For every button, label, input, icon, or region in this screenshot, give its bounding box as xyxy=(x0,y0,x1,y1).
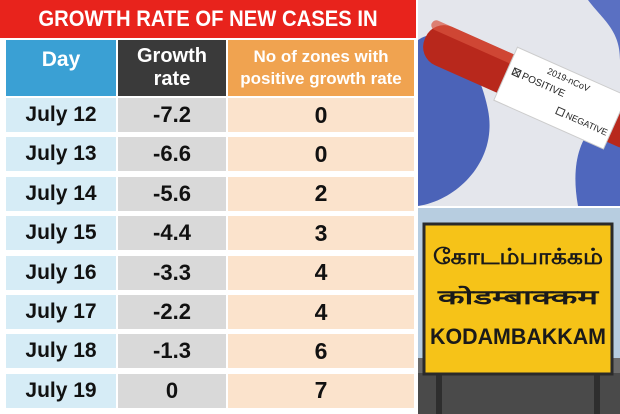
table-row: July 19 0 7 xyxy=(0,373,416,410)
table-row: July 13 -6.6 0 xyxy=(0,137,416,173)
zones-cell: 7 xyxy=(228,373,414,408)
day-cell: July 13 xyxy=(6,137,116,172)
table-title: GROWTH RATE OF NEW CASES IN CITY xyxy=(0,0,416,69)
day-cell: July 19 xyxy=(6,373,116,408)
day-cell: July 12 xyxy=(6,98,116,132)
growth-rate-cell: -1.3 xyxy=(118,334,226,369)
board-english-text: KODAMBAKKAM xyxy=(430,324,606,349)
zones-cell: 4 xyxy=(228,295,414,329)
table-row: July 12 -7.2 0 xyxy=(0,98,416,134)
header-zones: No of zones with positive growth rate xyxy=(228,40,414,96)
day-cell: July 16 xyxy=(6,255,116,290)
growth-rate-cell: -5.6 xyxy=(118,176,226,211)
growth-rate-cell: 0 xyxy=(118,373,226,408)
zones-cell: 3 xyxy=(228,216,414,251)
station-board-illustration: கோடம்பாக்கம் कोडम्बाक्कम KODAMBAKKAM xyxy=(418,208,620,414)
growth-rate-table: GROWTH RATE OF NEW CASES IN CITY Day Gro… xyxy=(0,0,416,410)
day-cell: July 15 xyxy=(6,216,116,251)
table-row: July 16 -3.3 4 xyxy=(0,255,416,292)
zones-cell: 0 xyxy=(228,137,414,172)
station-board xyxy=(422,222,614,376)
header-growth-rate: Growth rate xyxy=(118,40,226,96)
test-tube-photo: 2019-nCoV POSITIVE NEGATIVE xyxy=(418,0,620,206)
day-cell: July 17 xyxy=(6,295,116,329)
zones-cell: 0 xyxy=(228,98,414,132)
zones-cell: 6 xyxy=(228,334,414,369)
table-row: July 14 -5.6 2 xyxy=(0,176,416,213)
station-board-photo: கோடம்பாக்கம் कोडम्बाक्कम KODAMBAKKAM xyxy=(418,208,620,414)
table-row: July 18 -1.3 6 xyxy=(0,334,416,370)
growth-rate-cell: -3.3 xyxy=(118,255,226,290)
day-cell: July 14 xyxy=(6,176,116,211)
growth-rate-cell: -4.4 xyxy=(118,216,226,251)
tube-label xyxy=(493,46,620,150)
growth-rate-cell: -7.2 xyxy=(118,98,226,132)
board-hindi-text: कोडम्बाक्कम xyxy=(436,285,600,309)
growth-rate-cell: -6.6 xyxy=(118,137,226,172)
test-tube-illustration: 2019-nCoV POSITIVE NEGATIVE xyxy=(418,0,620,206)
zones-cell: 2 xyxy=(228,176,414,211)
table-row: July 17 -2.2 4 xyxy=(0,295,416,331)
header-day: Day xyxy=(6,40,116,96)
board-tamil-text: கோடம்பாக்கம் xyxy=(433,245,603,270)
zones-cell: 4 xyxy=(228,255,414,290)
table-row: July 15 -4.4 3 xyxy=(0,216,416,252)
day-cell: July 18 xyxy=(6,334,116,369)
growth-rate-cell: -2.2 xyxy=(118,295,226,329)
